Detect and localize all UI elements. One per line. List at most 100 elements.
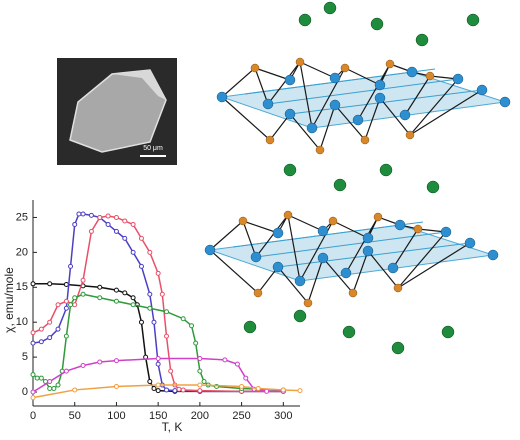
x-tick-label: 100 — [107, 410, 125, 422]
data-point — [151, 386, 157, 392]
atom — [333, 178, 347, 192]
data-point — [197, 382, 203, 388]
data-point — [147, 249, 153, 255]
data-point — [113, 214, 119, 220]
atom — [399, 109, 411, 121]
data-point — [130, 302, 136, 308]
data-point — [63, 298, 69, 304]
atom — [243, 320, 257, 334]
atom — [342, 325, 356, 339]
data-point — [197, 388, 203, 394]
data-point — [30, 389, 36, 395]
atom — [216, 91, 228, 103]
atom — [360, 135, 370, 145]
data-point — [264, 388, 270, 394]
atom — [250, 63, 260, 73]
data-point — [164, 333, 169, 339]
data-point — [55, 326, 61, 332]
data-point — [159, 291, 165, 297]
data-point — [76, 211, 82, 217]
data-point — [30, 281, 36, 287]
data-point — [189, 323, 195, 329]
data-point — [122, 290, 128, 296]
data-point — [147, 291, 153, 297]
atom — [425, 71, 435, 81]
atom — [298, 13, 312, 27]
data-point — [113, 383, 119, 389]
data-point — [155, 270, 161, 276]
atom — [476, 84, 488, 96]
data-point — [138, 235, 144, 241]
data-point — [47, 386, 53, 392]
atom — [426, 180, 440, 194]
data-point — [30, 395, 36, 401]
plane-atoms — [216, 66, 511, 134]
atom — [391, 341, 405, 355]
data-point — [168, 368, 174, 374]
data-point — [239, 383, 245, 389]
data-point — [55, 382, 61, 388]
y-tick-label: 10 — [16, 316, 28, 328]
data-point — [72, 302, 78, 308]
data-point — [122, 218, 128, 224]
cation-atoms — [243, 1, 480, 355]
data-point — [222, 357, 228, 363]
y-tick-label: 25 — [16, 211, 28, 223]
atom — [352, 114, 364, 126]
atom — [379, 163, 393, 177]
data-point — [47, 335, 53, 341]
atom — [374, 92, 386, 104]
atom — [284, 74, 296, 86]
data-point — [180, 316, 186, 322]
data-point — [155, 361, 161, 367]
atom — [340, 63, 350, 73]
data-point — [97, 284, 103, 290]
data-point — [113, 287, 119, 293]
atom — [323, 1, 337, 15]
atom — [385, 59, 395, 69]
data-point — [105, 213, 111, 219]
data-point — [63, 281, 69, 287]
data-point — [138, 319, 144, 325]
sem-image: 50 μm — [57, 58, 177, 165]
x-axis-label: T, K — [162, 420, 183, 434]
data-point — [234, 361, 240, 367]
atom — [293, 309, 307, 323]
apex-atoms — [250, 57, 435, 155]
data-point — [38, 339, 44, 345]
atom — [315, 145, 325, 155]
atom — [283, 163, 297, 177]
data-point — [68, 263, 74, 269]
atom — [499, 96, 511, 108]
data-point — [72, 295, 78, 301]
data-point — [72, 221, 78, 227]
data-point — [47, 319, 53, 325]
atom — [374, 79, 386, 91]
y-tick-label: 0 — [22, 386, 28, 398]
data-point — [97, 359, 103, 365]
data-point — [55, 302, 61, 308]
data-point — [63, 333, 69, 339]
y-axis-label: χ, emu/mole — [2, 267, 16, 333]
atom — [284, 108, 296, 120]
data-point — [30, 372, 36, 378]
y-tick-label: 5 — [22, 351, 28, 363]
data-point — [80, 277, 86, 283]
atom — [441, 325, 455, 339]
data-point — [176, 386, 182, 392]
chart: T, K χ, emu/mole 0 50 100 150 200 250 300 0 5 10 1… — [2, 200, 303, 434]
data-point — [197, 356, 203, 362]
data-point — [130, 295, 136, 301]
structure-layer-copy — [204, 210, 499, 308]
data-point — [193, 340, 199, 346]
data-point — [63, 368, 69, 374]
atom — [466, 13, 480, 27]
x-tick-label: 200 — [191, 410, 209, 422]
data-point — [297, 388, 303, 394]
structure-layer — [216, 57, 511, 155]
data-point — [47, 281, 53, 287]
atom — [405, 130, 415, 140]
data-point — [180, 387, 186, 393]
data-point — [30, 330, 36, 336]
